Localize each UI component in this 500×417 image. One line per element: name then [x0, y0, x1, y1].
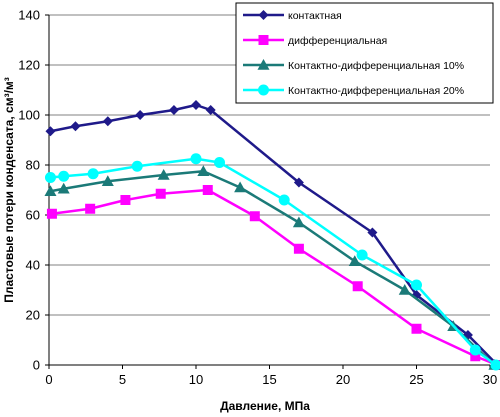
x-tick-label: 5: [119, 372, 126, 387]
data-point: [292, 216, 305, 228]
data-point: [191, 100, 201, 110]
x-tick-label: 10: [189, 372, 203, 387]
data-point: [120, 195, 131, 205]
series-group: [44, 100, 500, 371]
x-tick-label: 0: [45, 372, 52, 387]
data-point: [46, 208, 57, 219]
series-4: [44, 153, 500, 371]
data-point: [157, 169, 170, 180]
legend-label: Контактно-дифференциальная 10%: [288, 60, 464, 72]
data-point: [249, 211, 260, 222]
legend: контактная дифференциальная Контактно-дифф…: [235, 2, 494, 104]
legend-entry-3: Контактно-дифференциальная 10%: [243, 59, 464, 72]
x-tick-label: 30: [483, 372, 497, 387]
data-point: [293, 243, 304, 254]
data-point: [190, 153, 202, 165]
x-tick-label: 15: [262, 372, 276, 387]
data-point: [205, 105, 216, 115]
data-point: [411, 279, 422, 291]
x-axis-title: Давление, МПа: [220, 399, 310, 413]
series-line: [50, 103, 499, 366]
data-point: [278, 194, 290, 206]
data-point: [293, 177, 304, 188]
series-3: [44, 165, 500, 370]
legend-box: [235, 2, 494, 104]
data-point: [131, 160, 143, 172]
legend-swatch-marker: [257, 59, 270, 70]
series-2: [46, 185, 500, 370]
legend-swatch-marker: [258, 35, 269, 45]
data-point: [470, 351, 481, 362]
data-point: [398, 284, 411, 295]
legend-swatch-marker: [258, 10, 269, 20]
data-point: [490, 359, 500, 371]
data-point: [102, 116, 113, 127]
data-point: [197, 165, 210, 177]
data-point: [101, 175, 114, 187]
series-1: [45, 100, 500, 370]
data-point: [234, 181, 247, 193]
y-tick-label: 60: [26, 208, 40, 223]
data-point: [44, 185, 57, 197]
data-point: [469, 344, 481, 356]
legend-label: Контактно-дифференциальная 20%: [288, 85, 464, 97]
legend-label: дифференциальная: [288, 35, 387, 47]
data-point: [168, 105, 179, 115]
series-line: [50, 170, 496, 366]
y-tick-label: 100: [18, 108, 40, 123]
x-tick-label: 20: [336, 372, 350, 387]
data-point: [44, 172, 56, 183]
data-point: [367, 227, 378, 238]
y-tick-label: 20: [26, 308, 40, 323]
data-point: [348, 255, 361, 267]
tick-labels: 0 20 40 60 80 100 120 140 0 5 10 15 20 25 30: [18, 8, 497, 388]
y-tick-label: 40: [26, 258, 40, 273]
data-point: [155, 188, 166, 199]
legend-entry-4: Контактно-дифференциальная 20%: [243, 84, 464, 97]
y-tick-label: 120: [18, 58, 40, 73]
y-tick-label: 80: [26, 158, 40, 173]
y-tick-label: 0: [33, 358, 40, 373]
data-point: [202, 185, 213, 195]
x-tick-label: 25: [409, 372, 423, 387]
data-point: [411, 323, 422, 334]
data-point: [85, 203, 96, 214]
series-line: [51, 188, 498, 367]
data-point: [70, 121, 81, 132]
y-axis-title: Пластовые потери конденсата, см³/м³: [2, 77, 16, 303]
data-point: [352, 281, 363, 292]
data-point: [58, 170, 70, 182]
data-point: [87, 168, 99, 180]
legend-entry-1: контактная: [243, 10, 342, 22]
legend-label: контактная: [288, 10, 342, 22]
data-point: [135, 110, 146, 120]
data-point: [57, 182, 70, 194]
data-point: [45, 126, 56, 137]
data-point: [356, 249, 368, 261]
data-point: [214, 157, 226, 168]
legend-swatch-marker: [258, 84, 269, 96]
y-tick-label: 140: [18, 8, 40, 23]
legend-entry-2: дифференциальная: [243, 35, 387, 47]
